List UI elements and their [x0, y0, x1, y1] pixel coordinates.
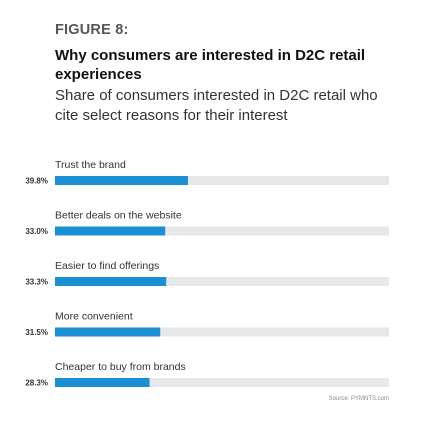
bar-track-more-convenient: [55, 327, 389, 337]
value-label-easier-to-find-offerings: 33.3%: [25, 278, 48, 287]
bar-track-cheaper-to-buy-from-brands: [55, 378, 389, 387]
bar-track-trust-the-brand: [55, 176, 389, 185]
chart-title: Why consumers are interested in D2C reta…: [55, 47, 366, 83]
bar-cheaper-to-buy-from-brands: [55, 378, 150, 387]
value-label-better-deals-on-the-website: 33.0%: [25, 227, 48, 236]
category-label-more-convenient: More convenient: [55, 311, 133, 323]
figure-label: FIGURE 8:: [55, 22, 129, 38]
bar-trust-the-brand: [55, 176, 188, 185]
category-label-trust-the-brand: Trust the brand: [55, 159, 126, 171]
category-label-better-deals-on-the-website: Better deals on the website: [55, 210, 182, 222]
bar-track-easier-to-find-offerings: [55, 277, 389, 286]
bar-better-deals-on-the-website: [55, 226, 166, 236]
chart-subtitle: Share of consumers interested in D2C ret…: [55, 87, 378, 124]
value-label-cheaper-to-buy-from-brands: 28.3%: [25, 379, 48, 388]
value-label-trust-the-brand: 39.8%: [25, 177, 48, 186]
bar-track-better-deals-on-the-website: [55, 226, 389, 236]
bar-more-convenient: [55, 327, 161, 337]
value-label-more-convenient: 31.5%: [25, 328, 48, 337]
bar-easier-to-find-offerings: [55, 277, 167, 286]
source-note: Source: PYMNTS.com: [328, 396, 389, 402]
category-label-easier-to-find-offerings: Easier to find offerings: [55, 260, 159, 272]
category-label-cheaper-to-buy-from-brands: Cheaper to buy from brands: [55, 361, 186, 373]
